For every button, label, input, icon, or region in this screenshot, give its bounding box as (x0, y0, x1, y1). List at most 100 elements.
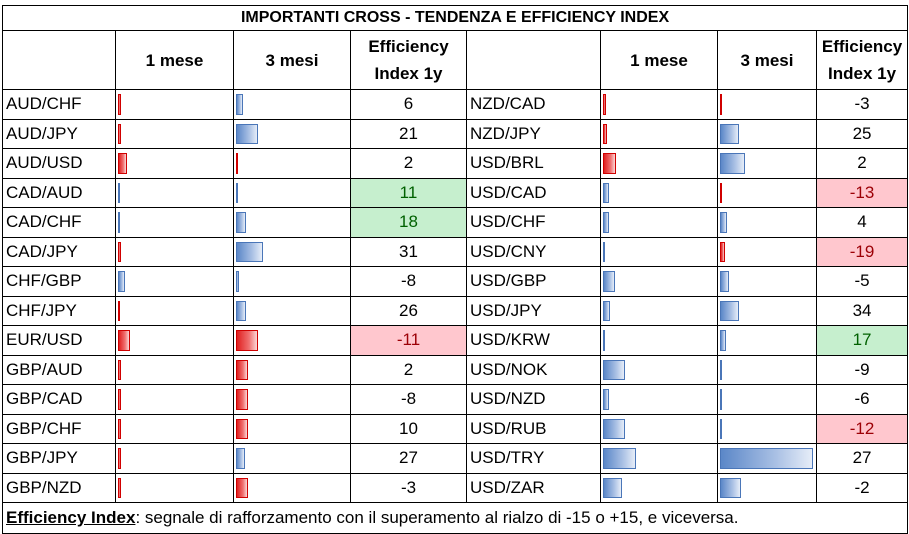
left-efficiency-value: 27 (350, 443, 467, 474)
table-row: GBP/CAD -8 USD/NZD -6 (2, 384, 909, 415)
right-1m-bar-cell (600, 295, 718, 326)
right-1m-bar-12 (603, 448, 636, 469)
right-pair-label: USD/NOK (466, 354, 601, 385)
left-pair-label: CAD/JPY (2, 236, 116, 267)
right-1m-bar-7 (603, 300, 610, 321)
left-efficiency-value: -3 (350, 472, 467, 503)
table-row: CHF/GBP -8 USD/GBP -5 (2, 266, 909, 297)
left-pair-label: GBP/JPY (2, 443, 116, 474)
right-efficiency-value: 34 (815, 295, 909, 326)
left-pair-label: AUD/JPY (2, 118, 116, 149)
right-3m-bar-4 (720, 212, 727, 233)
right-3m-bar-0 (720, 94, 722, 115)
right-efficiency-value: -19 (815, 236, 909, 267)
right-3m-bar-12 (720, 448, 813, 469)
left-efficiency-value: 2 (350, 148, 467, 179)
left-3m-bar-11 (236, 418, 248, 439)
left-pair-label: AUD/USD (2, 148, 116, 179)
right-3m-bar-11 (720, 418, 722, 439)
left-pair-label: GBP/AUD (2, 354, 116, 385)
left-3m-bar-cell (233, 118, 351, 149)
left-pair-label: GBP/CAD (2, 384, 116, 415)
right-3m-bar-cell (717, 89, 817, 120)
left-3m-bar-9 (236, 359, 248, 380)
right-1m-bar-cell (600, 354, 718, 385)
right-3m-bar-cell (717, 266, 817, 297)
right-pair-label: USD/CNY (466, 236, 601, 267)
right-3m-bar-cell (717, 118, 817, 149)
right-pair-label: NZD/JPY (466, 118, 601, 149)
left-efficiency-value: -11 (350, 325, 467, 356)
left-3m-bar-8 (236, 330, 258, 351)
left-3m-bar-cell (233, 413, 351, 444)
right-3m-bar-cell (717, 207, 817, 238)
header-3m-left: 3 mesi (233, 30, 351, 90)
table-row: AUD/JPY 21 NZD/JPY 25 (2, 118, 909, 149)
left-3m-bar-5 (236, 241, 263, 262)
left-1m-bar-cell (115, 148, 234, 179)
left-3m-bar-cell (233, 472, 351, 503)
right-3m-bar-cell (717, 148, 817, 179)
right-1m-bar-0 (603, 94, 606, 115)
table-row: GBP/NZD -3 USD/ZAR -2 (2, 472, 909, 503)
right-pair-label: USD/KRW (466, 325, 601, 356)
right-1m-bar-3 (603, 182, 609, 203)
right-3m-bar-6 (720, 271, 729, 292)
right-efficiency-value: 2 (815, 148, 909, 179)
right-pair-label: USD/RUB (466, 413, 601, 444)
right-efficiency-value: -6 (815, 384, 909, 415)
left-3m-bar-cell (233, 148, 351, 179)
right-efficiency-value: -9 (815, 354, 909, 385)
left-3m-bar-0 (236, 94, 243, 115)
footer-label: Efficiency Index (6, 508, 136, 527)
right-1m-bar-cell (600, 177, 718, 208)
header-1m-right: 1 mese (600, 30, 718, 90)
left-1m-bar-7 (118, 300, 120, 321)
left-1m-bar-10 (118, 389, 121, 410)
right-3m-bar-cell (717, 236, 817, 267)
left-3m-bar-cell (233, 236, 351, 267)
right-3m-bar-cell (717, 295, 817, 326)
footer-row: Efficiency Index: segnale di rafforzamen… (1, 502, 909, 534)
left-efficiency-value: 6 (350, 89, 467, 120)
right-1m-bar-cell (600, 384, 718, 415)
left-efficiency-value: 2 (350, 354, 467, 385)
left-3m-bar-6 (236, 271, 239, 292)
left-1m-bar-cell (115, 295, 234, 326)
left-1m-bar-cell (115, 443, 234, 474)
footer-note: Efficiency Index: segnale di rafforzamen… (1, 502, 909, 534)
right-1m-bar-9 (603, 359, 625, 380)
right-1m-bar-1 (603, 123, 607, 144)
right-efficiency-value: -2 (815, 472, 909, 503)
left-pair-label: EUR/USD (2, 325, 116, 356)
left-1m-bar-8 (118, 330, 130, 351)
left-1m-bar-5 (118, 241, 121, 262)
left-pair-label: CHF/JPY (2, 295, 116, 326)
right-efficiency-value: 17 (815, 325, 909, 356)
left-1m-bar-6 (118, 271, 125, 292)
right-3m-bar-2 (720, 153, 745, 174)
left-3m-bar-cell (233, 384, 351, 415)
right-efficiency-value: 27 (815, 443, 909, 474)
right-3m-bar-5 (720, 241, 725, 262)
right-pair-label: USD/GBP (466, 266, 601, 297)
right-3m-bar-cell (717, 354, 817, 385)
right-1m-bar-5 (603, 241, 605, 262)
right-1m-bar-cell (600, 443, 718, 474)
table-row: GBP/JPY 27 USD/TRY 27 (2, 443, 909, 474)
right-3m-bar-cell (717, 177, 817, 208)
left-3m-bar-12 (236, 448, 245, 469)
right-3m-bar-10 (720, 389, 722, 410)
left-pair-label: GBP/CHF (2, 413, 116, 444)
left-3m-bar-cell (233, 89, 351, 120)
right-1m-bar-cell (600, 236, 718, 267)
left-pair-label: CHF/GBP (2, 266, 116, 297)
left-pair-label: CAD/AUD (2, 177, 116, 208)
left-3m-bar-cell (233, 207, 351, 238)
table-title: IMPORTANTI CROSS - TENDENZA E EFFICIENCY… (1, 5, 909, 31)
table-row: CAD/AUD 11 USD/CAD -13 (2, 177, 909, 208)
left-1m-bar-cell (115, 118, 234, 149)
right-1m-bar-cell (600, 266, 718, 297)
footer-text: : segnale di rafforzamento con il supera… (135, 508, 739, 527)
right-3m-bar-3 (720, 182, 722, 203)
